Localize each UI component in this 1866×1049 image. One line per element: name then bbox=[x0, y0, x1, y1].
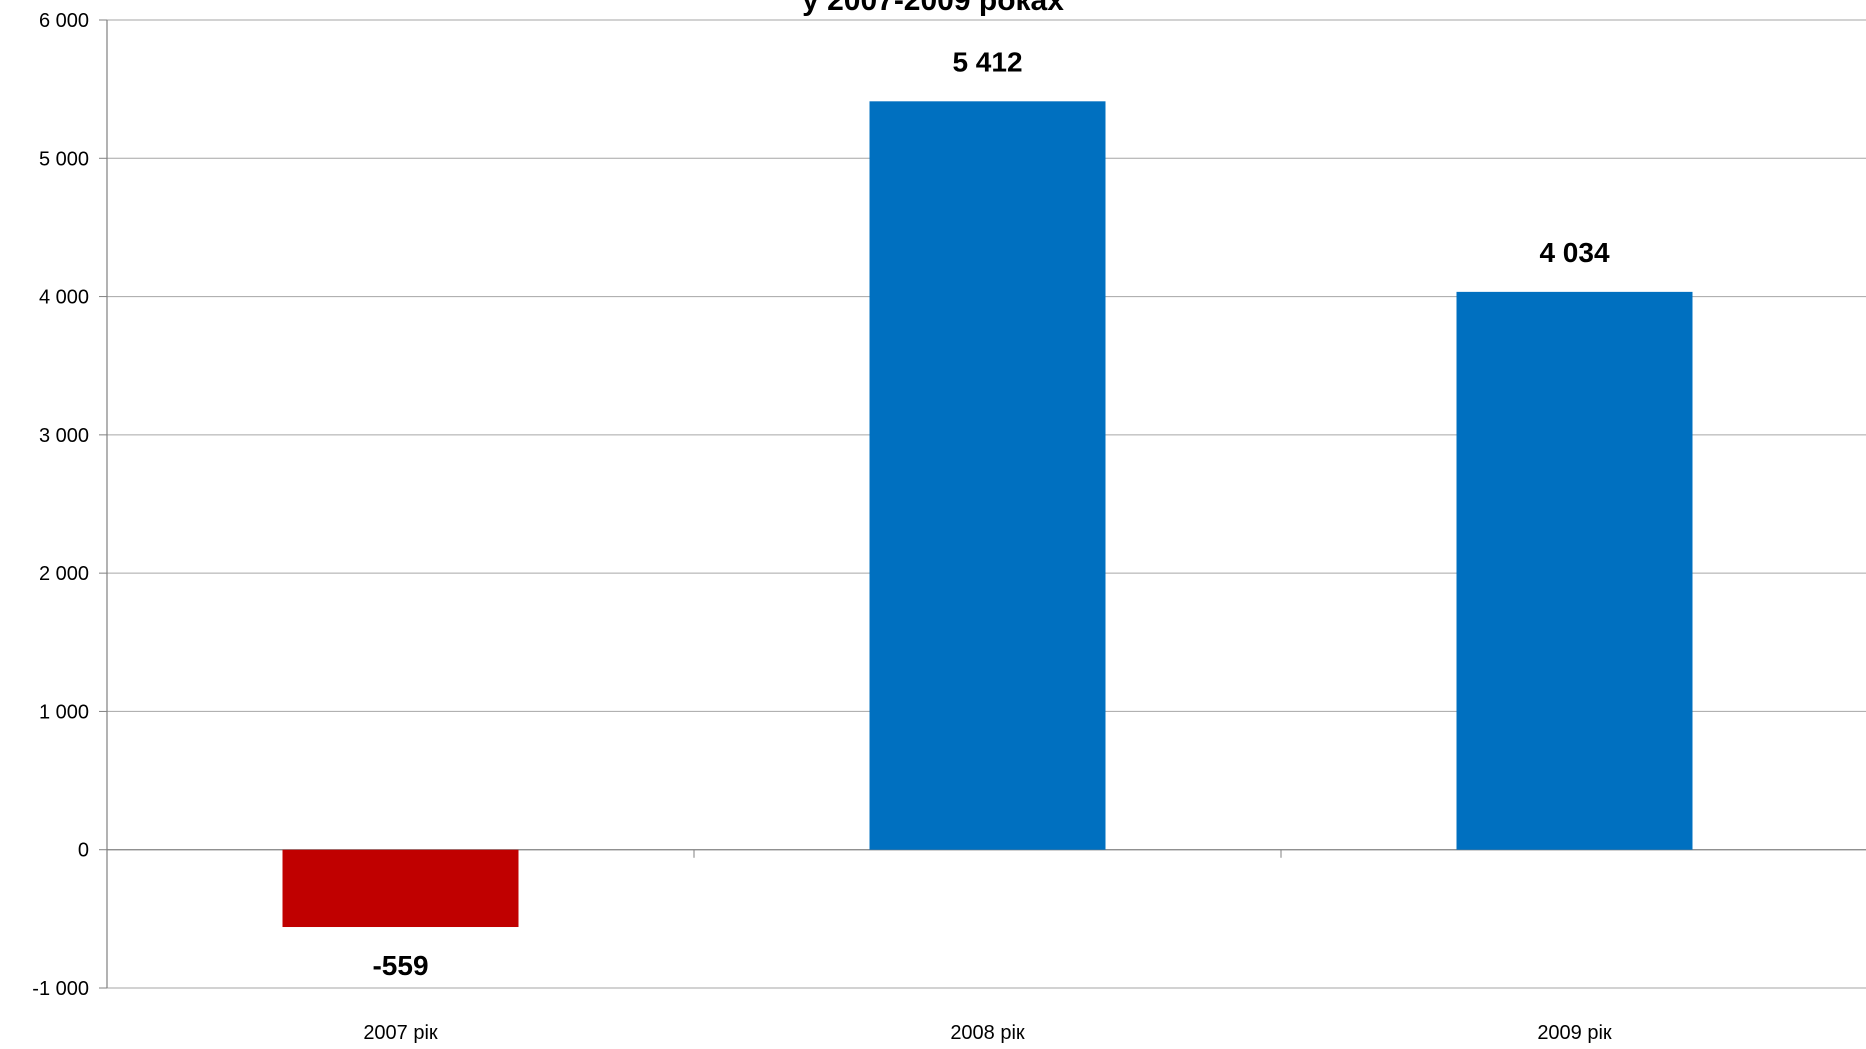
bar bbox=[869, 101, 1106, 850]
y-tick-label: 6 000 bbox=[39, 10, 89, 32]
y-tick-label: 4 000 bbox=[39, 287, 89, 309]
y-tick-label: 1 000 bbox=[39, 701, 89, 723]
y-tick-label: 5 000 bbox=[39, 148, 89, 170]
x-tick-label: 2007 рік bbox=[363, 1022, 438, 1044]
data-label: 4 034 bbox=[1539, 237, 1609, 268]
bar bbox=[282, 849, 519, 928]
chart-title: у 2007-2009 роках bbox=[802, 0, 1064, 17]
y-axis-ticks: -1 000 0 1 000 2 000 3 000 4 000 5 000 6 000 bbox=[32, 10, 107, 1000]
y-tick-label: 3 000 bbox=[39, 425, 89, 447]
bars bbox=[282, 101, 1693, 928]
data-labels: -559 5 412 4 034 bbox=[372, 46, 1609, 981]
data-label: -559 bbox=[372, 950, 428, 981]
x-tick-label: 2009 рік bbox=[1537, 1022, 1612, 1044]
x-tick-label: 2008 рік bbox=[950, 1022, 1025, 1044]
data-label: 5 412 bbox=[952, 46, 1022, 77]
bar bbox=[1456, 291, 1693, 850]
x-axis-ticks: 2007 рік 2008 рік 2009 рік bbox=[363, 1022, 1612, 1044]
y-tick-label: 2 000 bbox=[39, 563, 89, 585]
y-tick-label: -1 000 bbox=[32, 978, 89, 1000]
y-tick-label: 0 bbox=[78, 840, 89, 862]
